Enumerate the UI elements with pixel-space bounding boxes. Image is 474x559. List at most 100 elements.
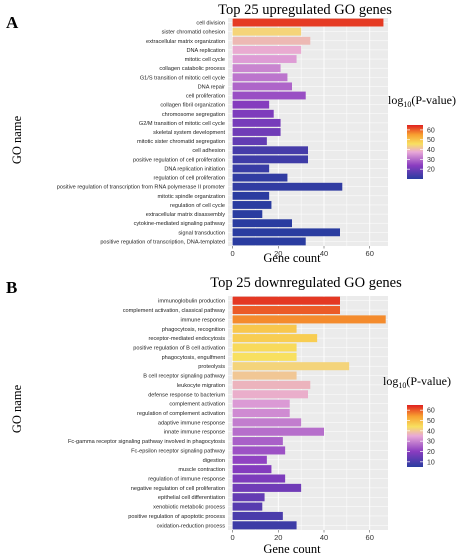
bar [232, 315, 386, 324]
x-tick-label: 0 [230, 533, 234, 542]
bar [232, 164, 270, 173]
category-label: phagocytosis, engulfment [162, 355, 226, 361]
bar [232, 155, 308, 164]
category-label: mitotic sister chromatid segregation [137, 139, 225, 145]
panel-letter-b: B [6, 278, 17, 297]
category-label: negative regulation of cell proliferatio… [131, 486, 225, 492]
legend-tick-label: 10 [427, 459, 435, 466]
legend-ticks-a: 20 30 40 50 60 [407, 127, 435, 174]
category-label: chromosome segregation [162, 112, 225, 118]
category-label: leukocyte migration [177, 383, 225, 389]
category-label: proteolysis [198, 364, 225, 370]
category-label: Fc-gamma receptor signaling pathway invo… [68, 439, 225, 445]
category-label: positive regulation of transcription, DN… [100, 239, 225, 245]
category-label: sister chromatid cohesion [162, 30, 225, 36]
bar [232, 455, 267, 464]
bars-a [232, 18, 384, 246]
category-label: skeletal system development [153, 130, 225, 136]
bar [232, 324, 297, 333]
x-axis-title-a: Gene count [263, 251, 321, 265]
category-labels-a: cell division sister chromatid cohesion ex… [57, 21, 226, 246]
y-axis-title-a: GO name [10, 115, 24, 164]
bar [232, 362, 350, 371]
panel-letter-a: A [6, 13, 19, 32]
category-label: immune response [181, 317, 225, 323]
category-label: positive regulation of apoptotic process [128, 514, 225, 520]
category-label: oxidation-reduction process [157, 523, 226, 529]
bar [232, 100, 270, 109]
legend-tick-label: 40 [427, 147, 435, 154]
category-label: immunoglobulin production [158, 299, 225, 305]
category-label: G1/S transition of mitotic cell cycle [140, 75, 225, 81]
category-label: cell division [196, 21, 225, 27]
category-label: epithelial cell differentiation [158, 495, 225, 501]
bar [232, 399, 290, 408]
bar [232, 191, 270, 200]
bar [232, 390, 308, 399]
y-axis-title-b: GO name [10, 384, 24, 433]
category-label: positive regulation of cell proliferatio… [133, 157, 225, 163]
category-label: extracellular matrix organization [146, 39, 225, 45]
bar [232, 474, 286, 483]
bar [232, 64, 281, 73]
legend-tick-label: 40 [427, 428, 435, 435]
x-tick-label: 40 [320, 249, 328, 258]
bar [232, 219, 292, 228]
category-label: DNA replication [186, 48, 225, 54]
bar [232, 118, 281, 127]
x-tick-label: 60 [366, 249, 374, 258]
bar [232, 418, 302, 427]
category-label: complement activation [169, 402, 225, 408]
bar [232, 182, 343, 191]
bar [232, 201, 272, 209]
bar [232, 380, 311, 389]
bar [232, 146, 308, 155]
category-label: adaptive immune response [158, 420, 225, 426]
category-label: mitotic cell cycle [185, 57, 225, 63]
bars-b [232, 296, 386, 530]
bar [232, 36, 311, 45]
x-tick-label: 20 [274, 249, 282, 258]
bar [232, 55, 297, 63]
panel-b: B Top 25 downregulated GO genes GO name … [6, 275, 451, 556]
category-label: regulation of immune response [148, 477, 225, 483]
legend-title-b: log10(P-value) [383, 374, 451, 390]
bar [232, 173, 288, 182]
category-label: Fc-epsilon receptor signaling pathway [131, 448, 225, 454]
bar [232, 437, 283, 446]
bar [232, 352, 297, 361]
bar [232, 483, 302, 492]
category-label: regulation of complement activation [137, 411, 225, 417]
chart-title-a: Top 25 upregulated GO genes [218, 2, 392, 18]
category-label: cytokine-mediated signaling pathway [134, 221, 226, 227]
category-label: collagen fibril organization [160, 103, 225, 109]
bar [232, 45, 302, 54]
bar [232, 137, 267, 146]
category-label: innate immune response [164, 430, 225, 436]
legend-tick-label: 30 [427, 157, 435, 164]
category-label: muscle contraction [178, 467, 225, 473]
bar [232, 493, 265, 502]
bar [232, 502, 263, 511]
category-label: xenobiotic metabolic process [153, 505, 225, 511]
category-label: defense response to bacterium [148, 392, 225, 398]
bar [232, 427, 324, 436]
legend-tick-label: 60 [427, 408, 435, 415]
chart-title-b: Top 25 downregulated GO genes [210, 275, 402, 291]
x-ticks-b: 0 20 40 60 [230, 530, 374, 542]
colorbar-b [407, 405, 423, 467]
bar [232, 334, 318, 343]
category-label: cell adhesion [192, 148, 225, 154]
bar [232, 446, 286, 455]
bar [232, 521, 297, 530]
bar [232, 296, 340, 305]
x-tick-label: 20 [274, 533, 282, 542]
category-label: digestion [203, 458, 225, 464]
x-tick-label: 60 [366, 533, 374, 542]
bar [232, 511, 283, 520]
category-label: DNA repair [198, 84, 225, 90]
bar [232, 210, 263, 219]
colorbar-a [407, 125, 423, 179]
bar [232, 18, 384, 27]
